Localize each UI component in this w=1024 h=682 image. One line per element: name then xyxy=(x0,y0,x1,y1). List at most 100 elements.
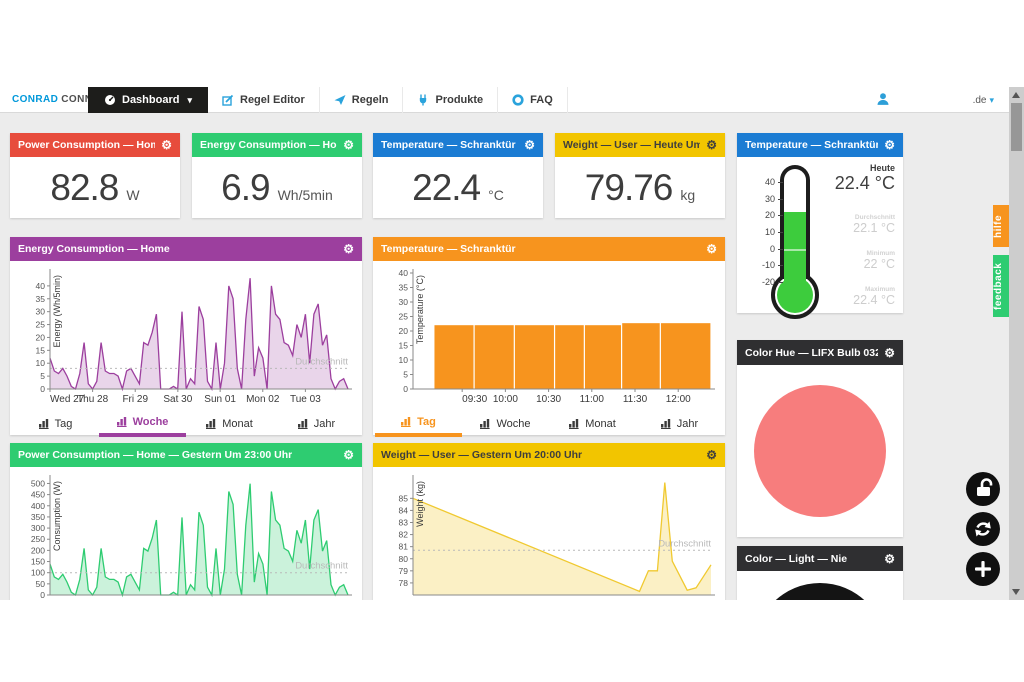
chart-period-tabs: Tag Woche Monat Jahr xyxy=(375,411,723,437)
widget-title: Energy Consumption — Home xyxy=(18,243,170,255)
nav-tab-produkte[interactable]: Produkte xyxy=(403,87,499,113)
svg-text:15: 15 xyxy=(399,341,409,351)
svg-text:10:00: 10:00 xyxy=(493,394,518,405)
settings-gear-icon[interactable]: ⚙ xyxy=(884,138,895,152)
scrollbar[interactable] xyxy=(1009,87,1024,600)
temperature-chart-widget: Temperature — Schranktür ⚙ 0 5 10 15 20 25 30 3… xyxy=(373,237,725,437)
settings-gear-icon[interactable]: ⚙ xyxy=(884,551,895,566)
period-tab-monat[interactable]: Monat xyxy=(549,411,636,437)
settings-gear-icon[interactable]: ⚙ xyxy=(524,138,535,152)
temperature-stat-card: Temperature — Schranktür — ... ⚙ 22.4 °C xyxy=(373,133,543,218)
svg-text:83: 83 xyxy=(399,518,409,528)
stat-unit: Wh/5min xyxy=(277,186,333,203)
nav-tab-label: FAQ xyxy=(530,94,553,106)
thermometer-tick-label: 10 xyxy=(764,227,775,237)
widget-title: Weight — User — Gestern Um 20:00 Uhr xyxy=(381,449,583,461)
thermometer-widget: Temperature — Schranktür — ... ⚙ 40 30 20 1… xyxy=(737,133,903,319)
svg-text:350: 350 xyxy=(31,512,45,522)
widget-title: Power Consumption — Home — Gestern Um 23… xyxy=(18,449,293,461)
nav-tab-regeln[interactable]: Regeln xyxy=(320,87,404,113)
settings-gear-icon[interactable]: ⚙ xyxy=(343,448,354,462)
period-tab-woche[interactable]: Woche xyxy=(462,411,549,437)
reading-value: 22 °C xyxy=(863,257,895,271)
brand-logo[interactable]: CONRADCONNECT xyxy=(12,87,114,113)
reading-label: Durchschnitt xyxy=(854,214,895,221)
add-button[interactable] xyxy=(966,552,1000,586)
help-tab-label: hilfe xyxy=(993,214,1004,238)
thermometer-tick-mark xyxy=(778,182,783,183)
svg-text:Mon 02: Mon 02 xyxy=(246,394,280,405)
widget-title: Temperature — Schranktür xyxy=(381,243,516,255)
unlock-button[interactable] xyxy=(966,472,1000,506)
svg-text:Sat 30: Sat 30 xyxy=(163,394,192,405)
refresh-button[interactable] xyxy=(966,512,1000,546)
settings-gear-icon[interactable]: ⚙ xyxy=(706,448,717,462)
scrollbar-thumb[interactable] xyxy=(1011,103,1022,151)
thermometer-fill xyxy=(784,212,806,283)
period-tab-tag[interactable]: Tag xyxy=(12,411,99,437)
svg-text:20: 20 xyxy=(399,326,409,336)
widget-title: Color Hue — LIFX Bulb 032d0... xyxy=(745,346,879,359)
settings-gear-icon[interactable]: ⚙ xyxy=(343,138,354,152)
svg-text:11:00: 11:00 xyxy=(580,394,605,405)
svg-text:35: 35 xyxy=(399,283,409,293)
svg-text:Durchschnitt: Durchschnitt xyxy=(658,538,711,549)
locale-selector[interactable]: .de ▾ xyxy=(973,87,994,113)
thermometer-tick-label: 40 xyxy=(764,177,775,187)
period-tab-label: Monat xyxy=(585,418,616,430)
svg-text:Consumption (W): Consumption (W) xyxy=(52,481,62,551)
reading-label: Maximum xyxy=(865,286,895,293)
stat-unit: W xyxy=(126,186,140,203)
svg-text:Thu 28: Thu 28 xyxy=(77,394,109,405)
thermo-reading-maximum: Maximum 22.4 °C xyxy=(811,286,895,307)
svg-text:12:00: 12:00 xyxy=(666,394,691,405)
period-tab-tag[interactable]: Tag xyxy=(375,411,462,437)
settings-gear-icon[interactable]: ⚙ xyxy=(161,138,172,152)
thermometer-tick-mark xyxy=(778,265,783,267)
svg-text:300: 300 xyxy=(31,523,45,533)
period-tab-woche[interactable]: Woche xyxy=(99,411,186,437)
thermo-reading-minimum: Minimum 22 °C xyxy=(811,250,895,271)
nav-tab-label: Regeln xyxy=(351,94,389,106)
period-tab-monat[interactable]: Monat xyxy=(186,411,273,437)
weight-chart-widget: Weight — User — Gestern Um 20:00 Uhr ⚙ D… xyxy=(373,443,725,600)
svg-text:Durchschnitt: Durchschnitt xyxy=(295,356,348,367)
svg-text:20: 20 xyxy=(36,332,46,342)
chevron-down-icon: ▾ xyxy=(989,95,994,105)
period-tab-jahr[interactable]: Jahr xyxy=(273,411,360,437)
power-chart-widget: Power Consumption — Home — Gestern Um 23… xyxy=(10,443,362,600)
refresh-icon xyxy=(975,521,991,537)
svg-text:100: 100 xyxy=(31,568,45,578)
brand-connect: CONNECT xyxy=(61,94,113,105)
scroll-up-arrow[interactable] xyxy=(1012,92,1020,98)
svg-text:25: 25 xyxy=(399,312,409,322)
color-hue-circle xyxy=(754,385,886,517)
settings-gear-icon[interactable]: ⚙ xyxy=(343,242,354,256)
widget-title: Energy Consumption — Home... xyxy=(200,139,337,151)
svg-text:81: 81 xyxy=(399,542,409,552)
unlock-icon xyxy=(977,478,993,496)
svg-text:Energy (Wh/5min): Energy (Wh/5min) xyxy=(52,275,62,348)
period-tab-jahr[interactable]: Jahr xyxy=(636,411,723,437)
weight-stat-card: Weight — User — Heute Um 10... ⚙ 79.76 k… xyxy=(555,133,725,218)
nav-tab-regel-editor[interactable]: Regel Editor xyxy=(208,87,320,113)
settings-gear-icon[interactable]: ⚙ xyxy=(884,345,895,360)
color-light-circle xyxy=(754,583,886,600)
settings-gear-icon[interactable]: ⚙ xyxy=(706,242,717,256)
svg-text:25: 25 xyxy=(36,320,46,330)
period-tab-label: Monat xyxy=(222,418,253,430)
settings-gear-icon[interactable]: ⚙ xyxy=(706,138,717,152)
nav-tab-dashboard[interactable]: Dashboard ▾ xyxy=(88,87,208,116)
edit-icon xyxy=(222,94,234,106)
user-icon[interactable] xyxy=(876,92,890,106)
color-light-widget: Color — Light — Nie ⚙ xyxy=(737,546,903,600)
reading-label: Heute xyxy=(869,163,895,173)
widget-title: Temperature — Schranktür — ... xyxy=(745,139,879,151)
svg-text:150: 150 xyxy=(31,557,45,567)
scroll-down-arrow[interactable] xyxy=(1012,589,1020,595)
svg-text:09:30: 09:30 xyxy=(462,394,487,405)
nav-tab-faq[interactable]: FAQ xyxy=(498,87,568,113)
chart-period-tabs: Tag Woche Monat Jahr xyxy=(12,411,360,437)
